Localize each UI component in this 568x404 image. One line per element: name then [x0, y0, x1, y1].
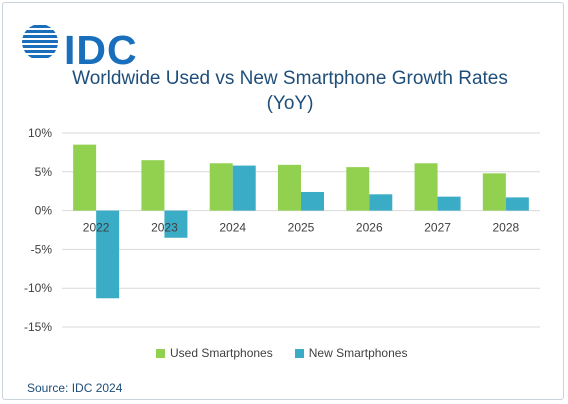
bar-used	[278, 164, 301, 211]
x-tick-label: 2028	[493, 221, 520, 235]
x-tick-label: 2022	[83, 221, 110, 235]
bar-new	[437, 196, 461, 211]
bars	[73, 144, 529, 299]
legend: Used Smartphones New Smartphones	[156, 346, 407, 360]
x-tick-label: 2024	[219, 221, 246, 235]
bar-used	[73, 144, 97, 211]
legend-item-used: Used Smartphones	[156, 346, 273, 360]
legend-swatch-new	[294, 348, 304, 358]
y-tick-label: -15%	[24, 320, 52, 334]
x-tick-label: 2026	[356, 221, 383, 235]
x-tick-label: 2025	[288, 221, 315, 235]
bar-new	[96, 210, 120, 299]
bar-used	[346, 167, 370, 211]
source-note: Source: IDC 2024	[27, 381, 123, 395]
idc-logo: IDC	[20, 14, 140, 73]
bar-new	[164, 210, 188, 238]
logo-text: IDC	[64, 27, 138, 73]
bar-new	[369, 194, 393, 211]
x-tick-label: 2023	[151, 221, 178, 235]
y-tick-label: 0%	[35, 204, 53, 218]
y-tick-label: 10%	[28, 126, 52, 140]
bar-new	[505, 197, 529, 211]
legend-item-new: New Smartphones	[294, 346, 408, 360]
y-tick-label: -5%	[31, 242, 53, 256]
bar-used	[141, 160, 165, 211]
x-axis-ticks: 2022 2023 2024 2025 2026 2027 2028	[83, 221, 520, 235]
legend-swatch-used	[156, 348, 165, 358]
idc-globe-icon	[22, 25, 58, 58]
chart-title: Worldwide Used vs New Smartphone Growth …	[72, 68, 508, 114]
chart-frame	[2, 2, 564, 400]
legend-label-used: Used Smartphones	[170, 346, 273, 360]
bar-used	[482, 173, 506, 211]
bar-new	[232, 165, 256, 211]
bar-used	[209, 163, 233, 211]
bar-new	[301, 191, 324, 211]
y-axis-ticks: 10% 5% 0% -5% -10% -15%	[24, 126, 52, 334]
bar-used	[414, 163, 438, 211]
y-tick-label: 5%	[35, 165, 53, 179]
legend-label-new: New Smartphones	[308, 346, 408, 360]
x-tick-label: 2027	[424, 221, 451, 235]
y-tick-label: -10%	[24, 281, 52, 295]
